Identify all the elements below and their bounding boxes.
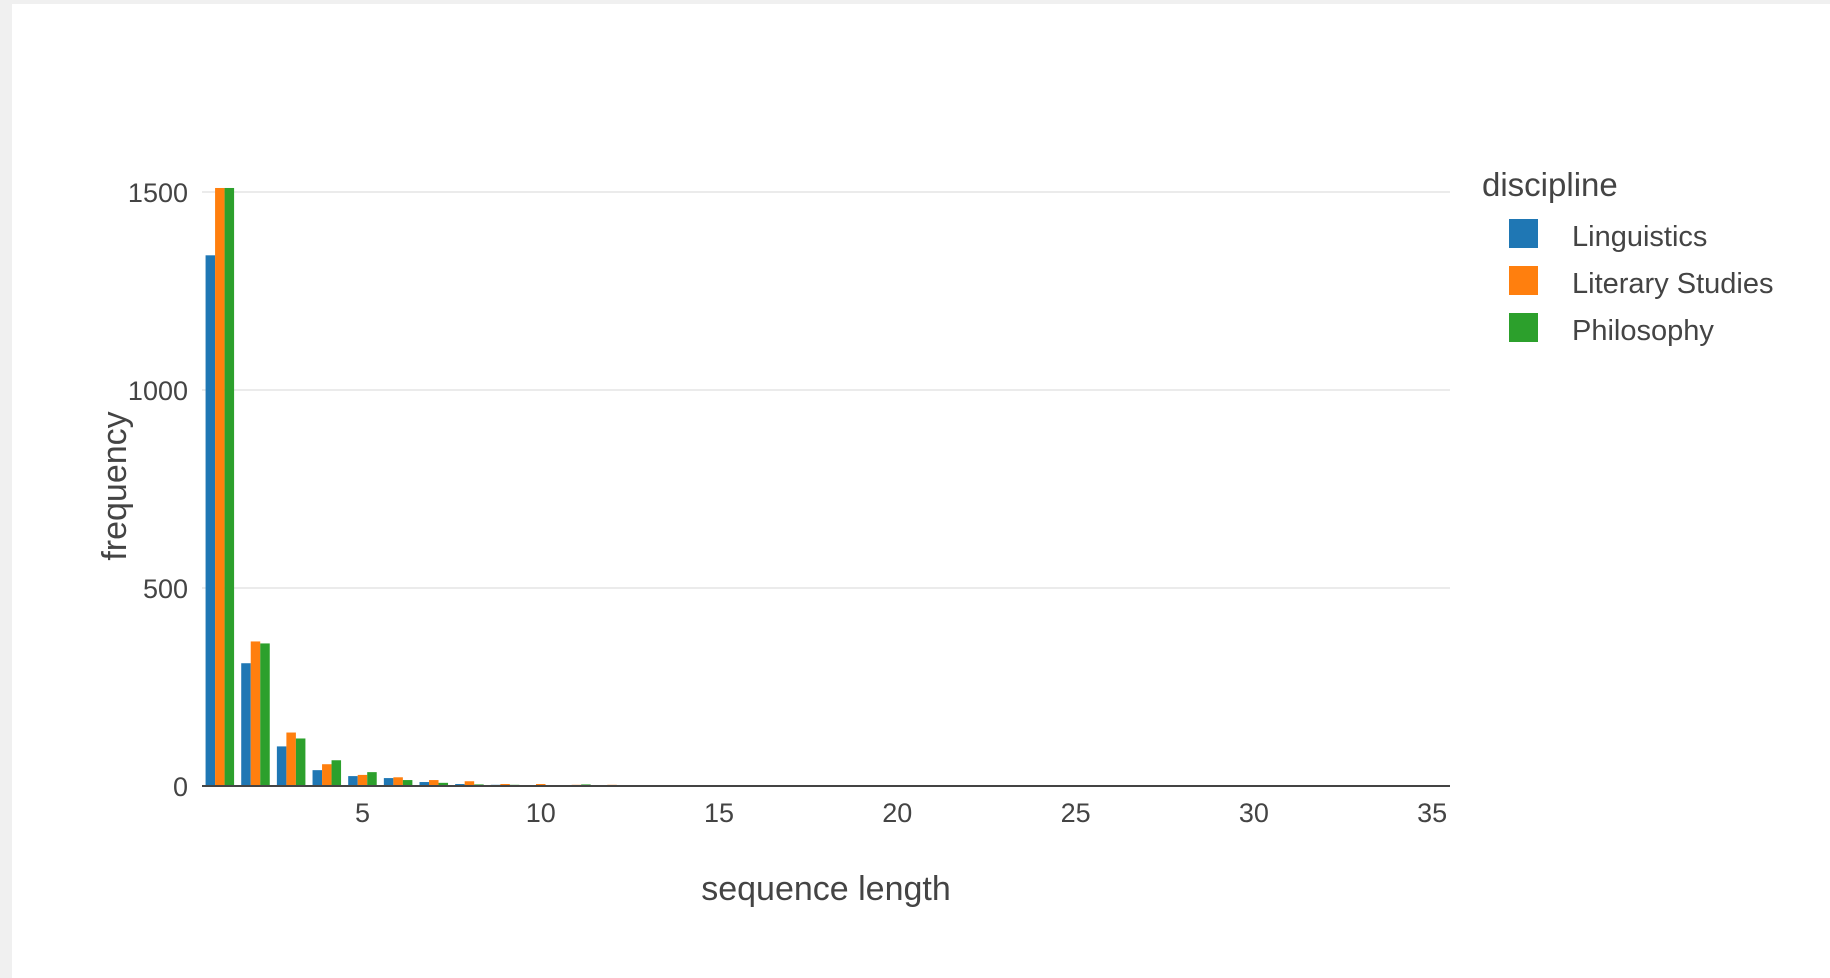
bar[interactable]: [286, 732, 296, 786]
legend-label[interactable]: Philosophy: [1572, 315, 1714, 347]
bar[interactable]: [322, 764, 332, 786]
y-tick-label: 1500: [128, 178, 188, 208]
chart-card: 0 500 1000 1500 5 10 15 20 25 30 35 sequence leng…: [12, 4, 1830, 978]
legend-label[interactable]: Linguistics: [1572, 221, 1707, 253]
x-tick-label: 35: [1417, 798, 1447, 828]
y-tick-label: 0: [173, 772, 188, 802]
legend-label[interactable]: Literary Studies: [1572, 268, 1774, 300]
x-tick-label: 20: [882, 798, 912, 828]
legend-swatch: [1509, 219, 1538, 248]
x-tick-label: 5: [355, 798, 370, 828]
bars: [205, 187, 1447, 787]
bar-chart: 0 500 1000 1500 5 10 15 20 25 30 35 sequence leng…: [96, 166, 1774, 908]
bar[interactable]: [260, 643, 270, 786]
bar[interactable]: [215, 187, 225, 787]
bar[interactable]: [419, 782, 430, 786]
x-tick-label: 25: [1061, 798, 1091, 828]
bar[interactable]: [250, 641, 261, 786]
legend-swatch: [1509, 313, 1538, 342]
legend-swatch: [1509, 266, 1538, 295]
y-tick-labels: 0 500 1000 1500: [128, 178, 188, 802]
bar[interactable]: [438, 782, 449, 786]
bar[interactable]: [205, 255, 216, 786]
bar[interactable]: [241, 663, 251, 786]
bar[interactable]: [357, 774, 368, 786]
x-axis-title: sequence length: [701, 870, 951, 908]
y-tick-label: 1000: [128, 376, 188, 406]
bar[interactable]: [402, 780, 413, 786]
y-tick-label: 500: [143, 574, 188, 604]
bar[interactable]: [348, 776, 358, 786]
bar[interactable]: [224, 187, 235, 787]
legend-items[interactable]: Linguistics Literary Studies Philosophy: [1509, 219, 1774, 347]
legend[interactable]: discipline Linguistics Literary Studies Ph…: [1482, 166, 1774, 347]
x-tick-label: 10: [526, 798, 556, 828]
bar[interactable]: [383, 778, 394, 786]
x-tick-labels: 5 10 15 20 25 30 35: [355, 798, 1447, 828]
bar[interactable]: [429, 780, 439, 786]
bar[interactable]: [312, 770, 323, 786]
legend-title: discipline: [1482, 166, 1618, 203]
y-axis-title: frequency: [96, 411, 134, 560]
bar[interactable]: [276, 746, 287, 786]
gridlines: [202, 190, 1450, 589]
x-tick-label: 30: [1239, 798, 1269, 828]
bar[interactable]: [367, 772, 377, 786]
bar[interactable]: [464, 781, 475, 786]
bar[interactable]: [331, 760, 342, 786]
x-tick-label: 15: [704, 798, 734, 828]
bar[interactable]: [295, 738, 306, 786]
bar[interactable]: [393, 777, 403, 786]
